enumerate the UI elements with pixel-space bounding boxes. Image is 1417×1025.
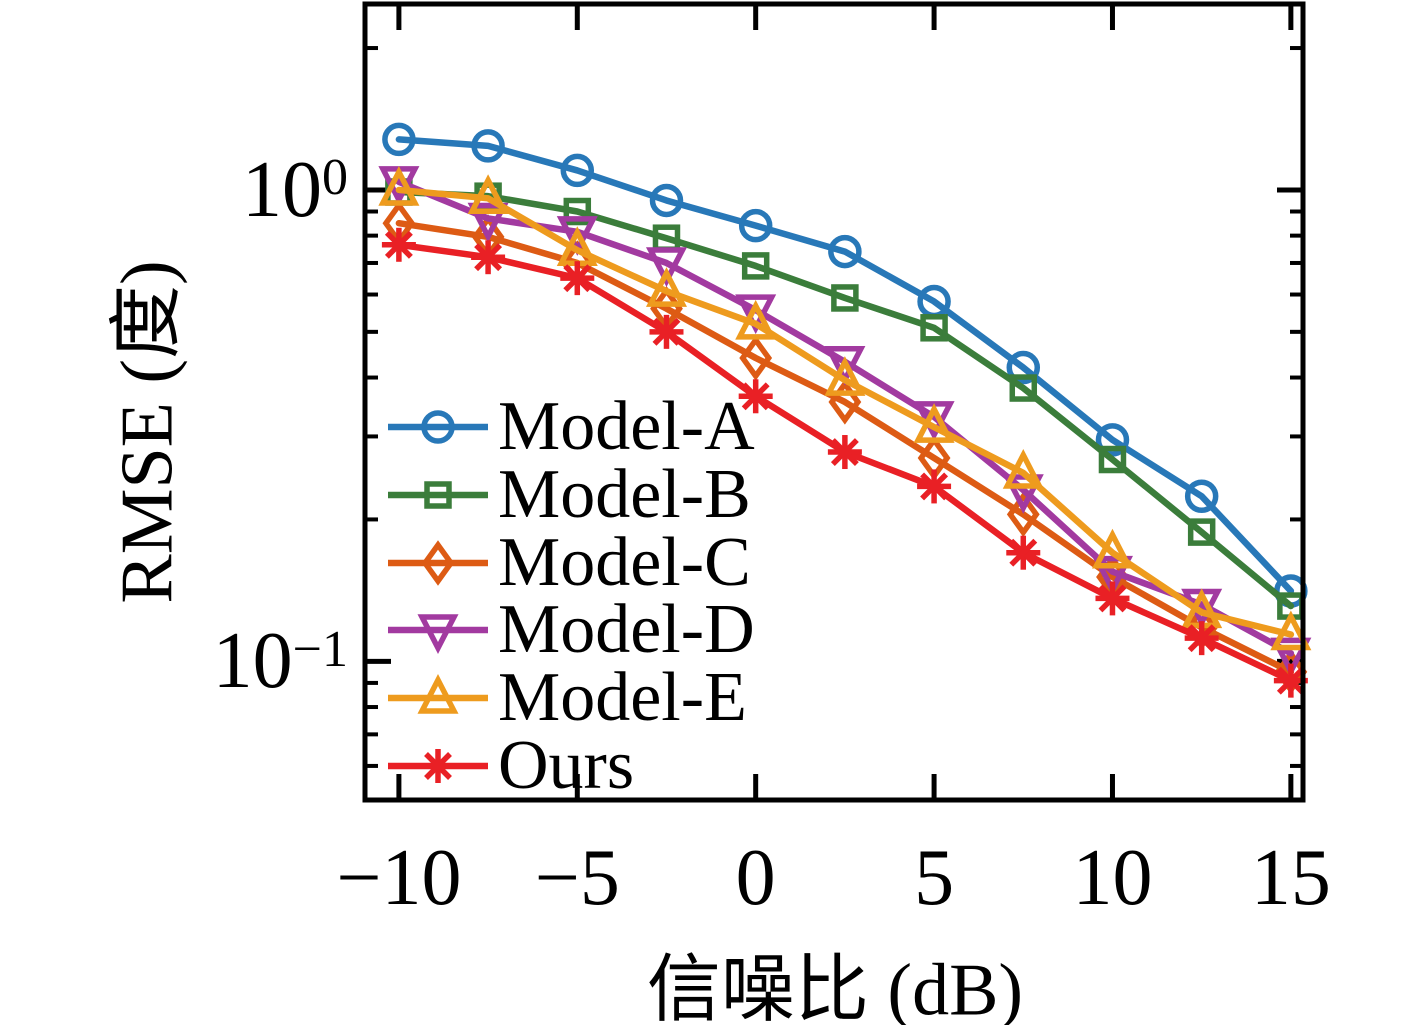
y-tick-label: 10−1 — [212, 617, 348, 706]
series-line-model-c — [395, 219, 1295, 676]
x-tick-label: 5 — [914, 834, 955, 922]
asterisk-marker — [1009, 538, 1038, 567]
asterisk-legend-swatch — [388, 749, 488, 783]
asterisk-marker — [920, 472, 949, 501]
x-tick-label: 10 — [1072, 834, 1153, 922]
legend-label: Model-D — [498, 591, 755, 669]
x-tick-label: 15 — [1250, 834, 1331, 922]
legend-item-model-b: Model-B — [388, 455, 751, 533]
triangle-down-marker — [1270, 637, 1312, 678]
x-tick-label: 0 — [735, 834, 776, 922]
asterisk-marker — [1098, 584, 1127, 613]
legend-item-ours: Ours — [388, 731, 634, 801]
square-marker — [1098, 445, 1127, 474]
triangle-down-legend-swatch — [388, 614, 488, 655]
series-line-model-a — [395, 136, 1295, 595]
asterisk-marker — [1187, 624, 1216, 653]
series-line-model-b — [395, 188, 1295, 610]
triangle-down-marker — [735, 294, 777, 335]
triangle-down-marker — [556, 216, 598, 256]
triangle-up-marker — [645, 267, 688, 307]
y-axis-label: RMSE (度) — [106, 260, 189, 604]
triangle-up-marker — [1270, 610, 1312, 651]
circle-marker — [471, 129, 505, 163]
square-marker — [424, 481, 452, 509]
asterisk-marker — [741, 382, 770, 411]
triangle-up-marker — [378, 165, 420, 206]
diamond-legend-swatch — [388, 539, 488, 586]
circle-marker — [560, 153, 595, 188]
diamond-marker — [828, 379, 862, 425]
triangle-down-marker — [824, 346, 866, 386]
circle-marker — [649, 183, 684, 218]
asterisk-marker — [563, 264, 592, 293]
square-marker — [741, 252, 770, 280]
legend-label: Model-C — [498, 523, 751, 601]
circle-marker — [1184, 479, 1219, 513]
circle-marker — [738, 208, 773, 243]
plot-frame — [362, 1, 1306, 803]
diamond-marker — [421, 539, 455, 586]
circle-marker — [382, 122, 416, 157]
legend-item-model-a: Model-A — [388, 392, 755, 462]
triangle-up-marker — [1091, 528, 1133, 569]
circle-marker — [1095, 423, 1130, 457]
asterisk-marker — [830, 438, 859, 466]
x-tick-label: −10 — [336, 834, 462, 922]
legend-item-model-e: Model-E — [388, 663, 747, 733]
y-tick-label: 100 — [242, 145, 348, 234]
asterisk-marker — [1276, 666, 1305, 695]
x-tick-label: −5 — [534, 834, 620, 922]
legend-label: Model-A — [498, 388, 755, 465]
circle-legend-swatch — [388, 410, 488, 444]
triangle-up-marker — [1002, 448, 1044, 489]
asterisk-marker — [384, 230, 413, 259]
triangle-up-marker — [467, 174, 509, 215]
legend-item-model-d: Model-D — [388, 595, 755, 665]
legend-label: Ours — [498, 727, 635, 804]
triangle-up-legend-swatch — [388, 674, 488, 714]
circle-marker — [828, 234, 862, 269]
triangle-down-marker — [1091, 555, 1133, 596]
circle-marker — [421, 410, 455, 444]
square-marker — [831, 284, 859, 312]
circle-marker — [1006, 350, 1041, 385]
triangle-down-marker — [417, 614, 459, 655]
legend-label: Model-B — [498, 455, 751, 533]
triangle-up-marker — [824, 356, 866, 396]
square-marker — [920, 314, 948, 342]
triangle-up-marker — [735, 299, 777, 340]
triangle-up-marker — [417, 674, 459, 714]
square-legend-swatch — [388, 481, 488, 509]
asterisk-marker — [474, 243, 503, 272]
diamond-marker — [1006, 491, 1040, 538]
square-marker — [1187, 518, 1216, 546]
square-marker — [563, 197, 592, 226]
asterisk-marker — [424, 752, 452, 780]
triangle-down-marker — [467, 202, 509, 243]
square-marker — [1009, 374, 1038, 402]
legend-label: Model-E — [498, 659, 747, 737]
x-axis-label: 信噪比 (dB) — [646, 949, 1024, 1025]
triangle-up-marker — [913, 403, 955, 443]
legend-item-model-c: Model-C — [388, 523, 751, 601]
diamond-marker — [739, 335, 773, 381]
series-line-model-e — [395, 186, 1295, 638]
triangle-down-marker — [645, 247, 688, 287]
asterisk-marker — [652, 317, 681, 346]
